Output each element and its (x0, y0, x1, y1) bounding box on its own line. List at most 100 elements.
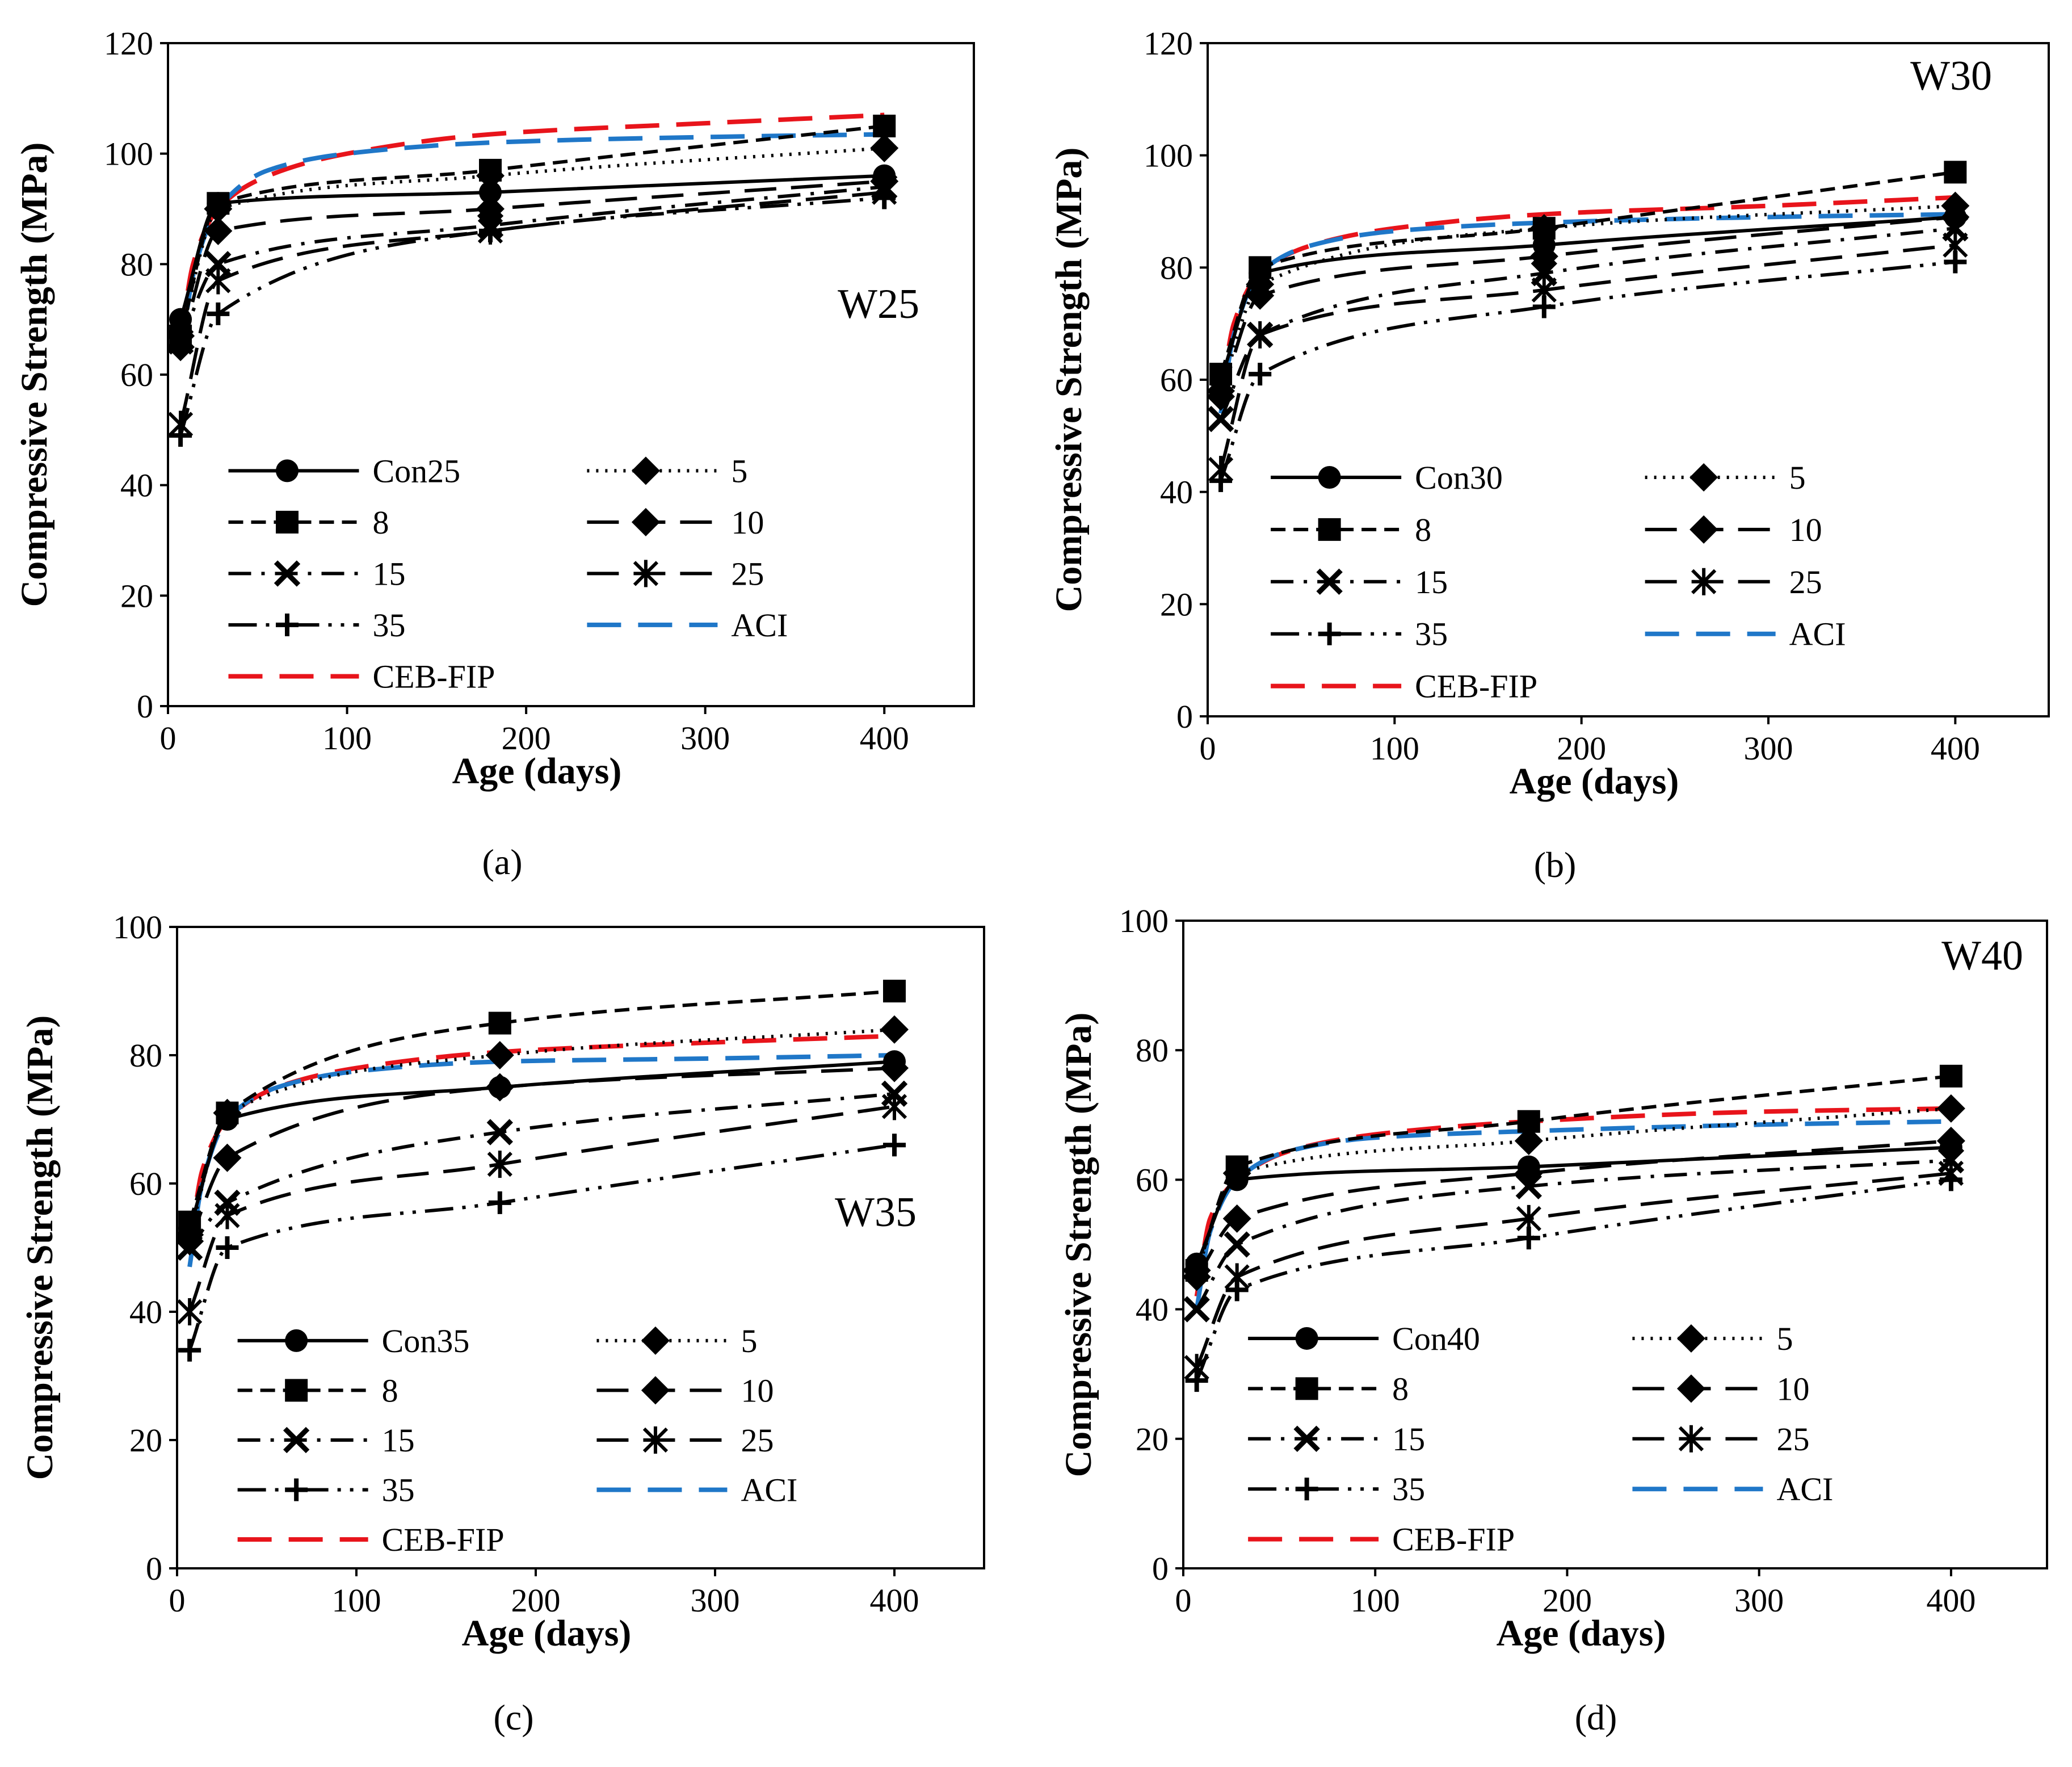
series-line-6 (1219, 243, 1956, 470)
legend-marker (1678, 1425, 1704, 1453)
legend-label: Con40 (1392, 1320, 1480, 1357)
series-point (1936, 1126, 1965, 1155)
series-point (1515, 1173, 1542, 1199)
y-tick-label: 0 (146, 1550, 162, 1587)
x-tick-label: 200 (502, 720, 551, 757)
panel-caption: (d) (1575, 1697, 1617, 1737)
series-point (216, 1236, 239, 1259)
y-tick-label: 80 (1136, 1032, 1169, 1069)
legend-label: 8 (1392, 1370, 1409, 1407)
legend: Con40 5 8 10 15 25 35 ACI CEB-FIP (1248, 1320, 1833, 1558)
legend-label: 10 (1789, 511, 1822, 548)
legend-marker (276, 613, 299, 636)
x-tick-label: 100 (1370, 730, 1419, 767)
panel-caption: (c) (493, 1697, 533, 1737)
series-point (1936, 1094, 1965, 1123)
legend-label: CEB-FIP (1392, 1521, 1515, 1558)
series-point (1249, 363, 1272, 386)
series-point (1514, 1126, 1543, 1155)
legend-label: CEB-FIP (373, 658, 495, 695)
series-point (479, 158, 502, 182)
legend-label: 25 (1789, 564, 1822, 601)
legend-label: 5 (1789, 459, 1806, 496)
series-point (479, 181, 502, 204)
series-point (1208, 406, 1234, 433)
y-axis-title: Compressive Strength (MPa) (19, 1015, 61, 1480)
y-axis-title: Compressive Strength (MPa) (1058, 1013, 1099, 1478)
legend-label: ACI (731, 607, 788, 644)
legend-label: Con35 (382, 1323, 470, 1359)
series-point (1225, 1278, 1249, 1302)
y-tick-label: 60 (1136, 1161, 1169, 1198)
plot-area (168, 112, 899, 447)
legend-label: 15 (1392, 1421, 1425, 1458)
plot-frame (167, 42, 975, 707)
series-point (880, 1015, 909, 1044)
series-point (1247, 321, 1273, 349)
series-point (1944, 161, 1967, 184)
y-tick-label: 100 (104, 136, 153, 173)
series-line-4 (1195, 1139, 1952, 1278)
y-tick-label: 40 (1160, 474, 1193, 511)
series-line-4 (1219, 215, 1956, 397)
y-tick-label: 60 (120, 356, 153, 393)
legend-label: 35 (373, 607, 406, 644)
y-tick-label: 60 (1160, 362, 1193, 398)
chart-panel-1: 0 20 40 60 80 100 120 0 100 200 300 400 Age (days) Co… (14, 25, 975, 882)
series-point (1222, 1204, 1251, 1233)
legend-marker (1318, 465, 1341, 489)
y-tick-label: 20 (129, 1422, 162, 1459)
plot-frame (176, 926, 985, 1569)
series-line-4 (179, 179, 885, 348)
x-tick-label: 400 (1926, 1582, 1976, 1619)
series-line-5 (179, 185, 885, 342)
series-line-6 (179, 190, 885, 425)
series-point (1944, 250, 1967, 274)
series-line-5 (1219, 226, 1956, 420)
series-line-3 (1195, 1074, 1952, 1271)
x-tick-label: 0 (169, 1582, 186, 1619)
chart-panel-4: 0 20 40 60 80 100 0 100 200 300 400 Age (days) Compr… (1058, 903, 2048, 1737)
legend-marker (1318, 518, 1341, 541)
plot-area (1208, 161, 1970, 492)
y-tick-label: 100 (1119, 903, 1169, 939)
series-point (168, 333, 195, 362)
series-line-3 (188, 989, 895, 1223)
panel-caption: (a) (482, 842, 522, 882)
chart-panel-2: 0 20 40 60 80 100 120 0 100 200 300 400 Age (days) Co… (1048, 25, 2050, 885)
series-point (479, 219, 502, 242)
legend: Con25 5 8 10 15 25 35 ACI CEB-FIP (228, 452, 788, 695)
legend-label: ACI (741, 1472, 797, 1509)
legend-marker (633, 560, 659, 587)
series-point (883, 980, 906, 1002)
x-tick-label: 100 (1351, 1582, 1400, 1619)
y-tick-label: 60 (129, 1165, 162, 1202)
x-tick-label: 400 (860, 720, 909, 757)
series-point (1532, 295, 1556, 318)
series-point (1246, 281, 1275, 310)
series-line-2 (188, 1027, 895, 1236)
y-tick-label: 120 (1144, 25, 1193, 62)
legend-marker (631, 456, 660, 485)
legend-label: 5 (1776, 1320, 1793, 1357)
legend-label: 25 (731, 555, 764, 592)
x-tick-label: 400 (870, 1582, 919, 1619)
plot-frame (1182, 920, 2048, 1569)
series-point (488, 1191, 511, 1214)
legend-marker (1676, 1324, 1705, 1353)
y-tick-label: 100 (1144, 137, 1193, 174)
legend-marker (642, 1426, 669, 1454)
series-line-ceb-fip (178, 112, 885, 342)
y-axis-title: Compressive Strength (MPa) (14, 142, 55, 607)
series-point (177, 1298, 203, 1325)
series-point (1517, 1227, 1540, 1250)
legend: Con30 5 8 10 15 25 35 ACI CEB-FIP (1271, 459, 1846, 705)
series-point (1183, 1262, 1211, 1291)
chart-panel-3: 0 20 40 60 80 100 0 100 200 300 400 Age (days) Compr… (19, 909, 985, 1737)
plot-area (1183, 1064, 1965, 1392)
x-axis-title: Age (days) (452, 750, 622, 792)
legend-label: CEB-FIP (1415, 668, 1537, 705)
series-point (486, 1119, 513, 1145)
panel-label: W40 (1941, 933, 2023, 979)
series-line-7 (1219, 260, 1956, 481)
